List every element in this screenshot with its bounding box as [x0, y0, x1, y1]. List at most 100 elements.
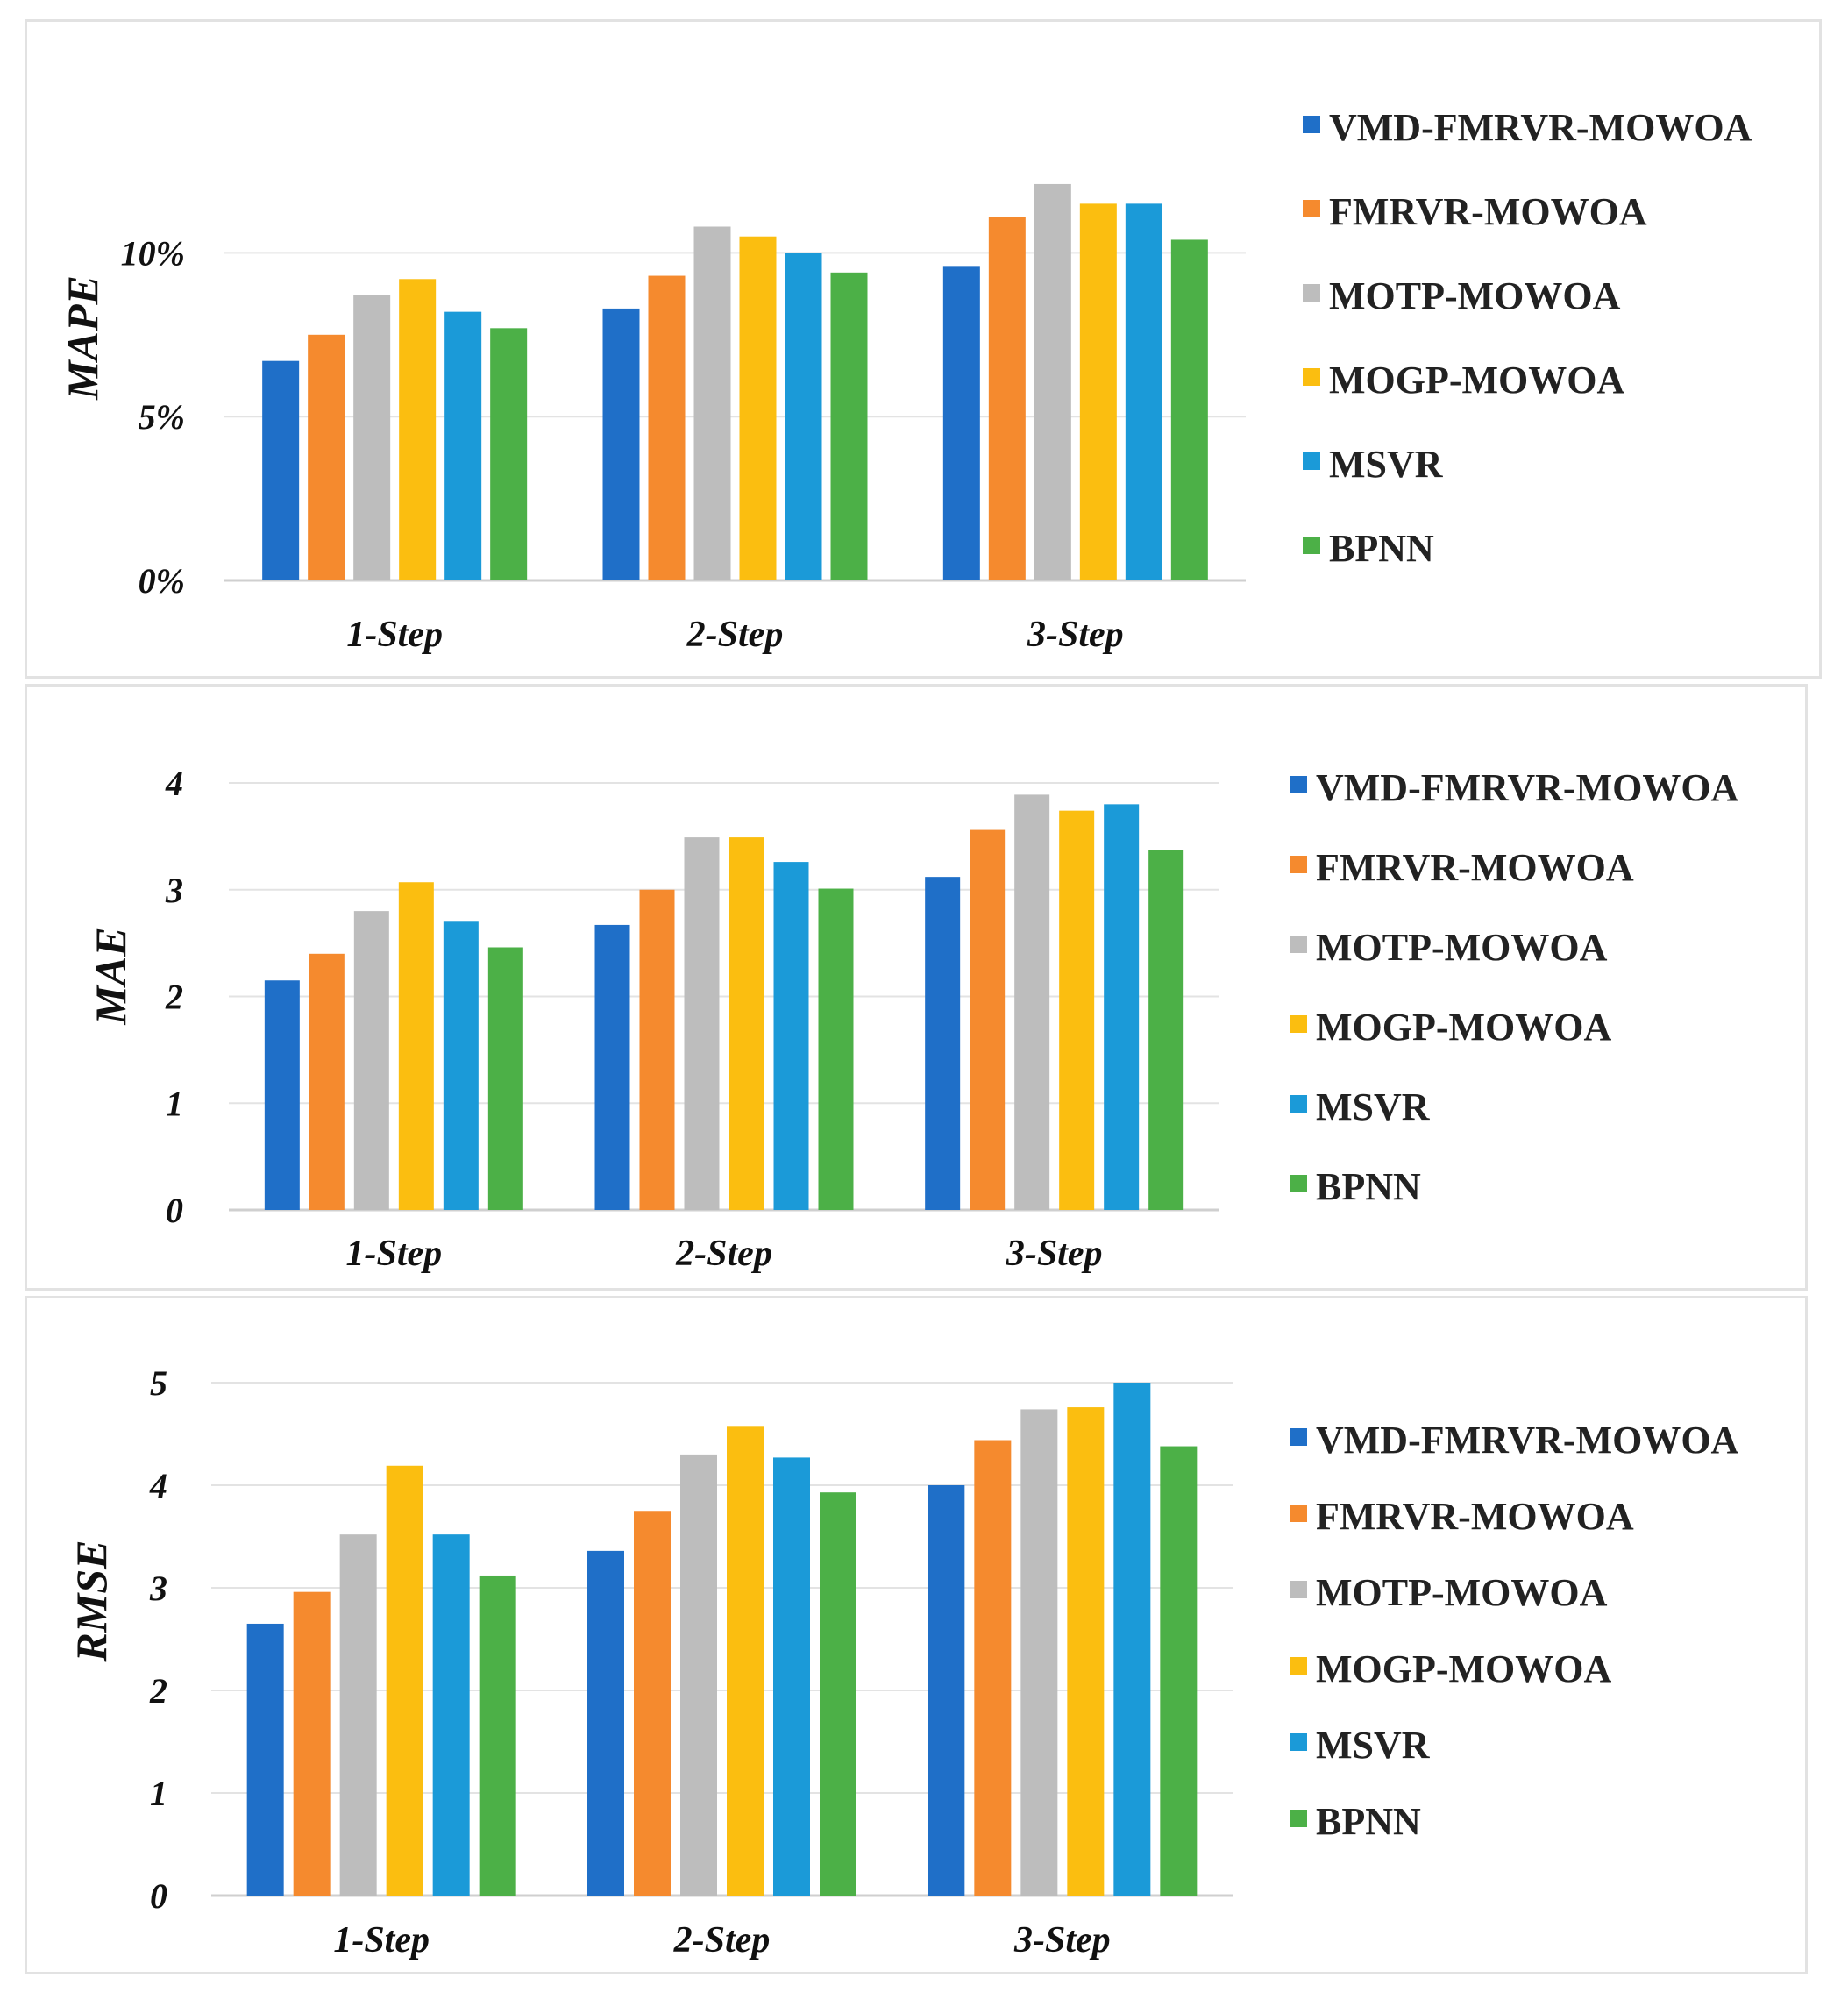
bar-msvr-3-step [1104, 804, 1140, 1210]
rmse-chart-panel: 0 1 2 3 4 5 RMSE 1-Step 2-Step 3-Step VMD-FMRVR-MO… [25, 1296, 1808, 1974]
bar-vmd-fmrvr-mowoa-3-step [928, 1485, 965, 1896]
legend-label: VMD-FMRVR-MOWOA [1329, 106, 1752, 149]
bar-msvr-1-step [432, 1534, 470, 1896]
x-category-label: 3-Step [1006, 1234, 1103, 1274]
bar-motp-mowoa-3-step [1020, 1409, 1058, 1896]
legend-label: MOTP-MOWOA [1316, 926, 1608, 969]
mae-chart: 0 1 2 3 4 MAE 1-Step 2-Step 3-Step VMD-FMRVR-MOWO… [86, 764, 1739, 1274]
bar-vmd-fmrvr-mowoa-2-step [602, 308, 640, 580]
y-tick-label: 0 [150, 1876, 167, 1916]
bar-bpnn-3-step [1160, 1446, 1198, 1896]
bar-bpnn-1-step [479, 1575, 516, 1896]
bar-mogp-mowoa-1-step [386, 1465, 423, 1896]
bar-fmrvr-mowoa-2-step [634, 1511, 671, 1896]
bar-msvr-2-step [785, 253, 822, 580]
mape-chart-panel: 0% 5% 10% MAPE 1-Step 2-Step 3-Step VMD-FMRVR-M… [25, 19, 1822, 679]
legend-swatch [1303, 537, 1320, 554]
bar-motp-mowoa-3-step [1014, 794, 1050, 1210]
mape-chart: 0% 5% 10% MAPE 1-Step 2-Step 3-Step VMD-FMRVR-M… [58, 106, 1752, 655]
bar-msvr-2-step [773, 1457, 810, 1896]
legend-swatch [1303, 368, 1320, 386]
legend-swatch [1303, 116, 1320, 133]
bar-mogp-mowoa-3-step [1079, 203, 1117, 581]
bar-motp-mowoa-1-step [353, 911, 389, 1210]
legend-swatch [1290, 1810, 1307, 1827]
y-tick-label: 0 [166, 1191, 183, 1230]
y-tick-label: 4 [165, 764, 183, 803]
y-tick-label: 2 [149, 1671, 167, 1711]
x-category-label: 2-Step [686, 615, 784, 655]
legend-label: MOGP-MOWOA [1316, 1006, 1611, 1049]
bar-fmrvr-mowoa-1-step [293, 1591, 331, 1896]
mae-chart-panel: 0 1 2 3 4 MAE 1-Step 2-Step 3-Step VMD-FMRVR-MOWO… [25, 684, 1808, 1291]
bar-bpnn-2-step [820, 1492, 856, 1896]
legend-label: VMD-FMRVR-MOWOA [1316, 766, 1739, 809]
bar-bpnn-1-step [490, 328, 528, 580]
y-tick-label: 4 [149, 1466, 167, 1505]
x-category-label: 1-Step [346, 615, 443, 655]
y-axis-label: MAPE [58, 275, 107, 401]
bar-bpnn-1-step [487, 947, 523, 1210]
bar-msvr-3-step [1125, 203, 1162, 581]
bar-bpnn-3-step [1170, 239, 1208, 580]
y-axis-label: MAE [86, 927, 135, 1025]
bar-motp-mowoa-1-step [339, 1534, 377, 1896]
bar-vmd-fmrvr-mowoa-2-step [594, 924, 630, 1210]
legend-swatch [1290, 936, 1307, 953]
legend-label: MOTP-MOWOA [1316, 1571, 1608, 1614]
legend-swatch [1290, 776, 1307, 793]
legend-label: MOTP-MOWOA [1329, 274, 1621, 317]
bar-msvr-2-step [773, 862, 809, 1210]
legend-swatch [1290, 1095, 1307, 1113]
y-tick-label: 3 [149, 1569, 167, 1608]
legend-label: BPNN [1329, 527, 1434, 570]
bar-msvr-1-step [444, 311, 482, 580]
y-tick-label: 1 [166, 1084, 183, 1123]
legend-swatch [1303, 452, 1320, 470]
y-tick-label: 3 [165, 871, 183, 910]
legend-swatch [1290, 1657, 1307, 1675]
bar-motp-mowoa-3-step [1034, 183, 1071, 580]
bar-fmrvr-mowoa-3-step [970, 829, 1006, 1210]
bar-vmd-fmrvr-mowoa-3-step [942, 266, 980, 580]
legend-swatch [1290, 1428, 1307, 1446]
y-tick-label: 5% [139, 397, 185, 437]
y-tick-label: 10% [121, 233, 185, 273]
bar-bpnn-3-step [1148, 850, 1184, 1210]
rmse-chart: 0 1 2 3 4 5 RMSE 1-Step 2-Step 3-Step VMD-FMRVR-MO… [67, 1363, 1739, 1960]
legend-label: FMRVR-MOWOA [1316, 1495, 1634, 1538]
bar-bpnn-2-step [818, 888, 854, 1210]
bar-fmrvr-mowoa-3-step [988, 217, 1026, 580]
legend-swatch [1290, 1015, 1307, 1033]
bar-mogp-mowoa-2-step [729, 837, 764, 1210]
y-tick-label: 0% [139, 561, 185, 601]
bar-vmd-fmrvr-mowoa-3-step [925, 877, 961, 1210]
bar-vmd-fmrvr-mowoa-1-step [246, 1623, 284, 1896]
legend-label: BPNN [1316, 1800, 1421, 1843]
x-category-label: 1-Step [333, 1920, 430, 1960]
legend-label: MOGP-MOWOA [1329, 359, 1624, 402]
bar-msvr-1-step [443, 921, 479, 1210]
bar-mogp-mowoa-3-step [1067, 1407, 1105, 1896]
bar-motp-mowoa-1-step [353, 295, 391, 580]
x-category-label: 2-Step [673, 1920, 771, 1960]
bar-bpnn-2-step [830, 272, 868, 580]
y-axis-label: RMSE [67, 1540, 116, 1663]
x-category-label: 1-Step [346, 1234, 443, 1274]
bar-fmrvr-mowoa-1-step [308, 334, 345, 580]
bar-mogp-mowoa-1-step [399, 279, 437, 580]
legend-swatch [1290, 1581, 1307, 1598]
legend-swatch [1290, 1733, 1307, 1751]
bar-mogp-mowoa-2-step [739, 236, 777, 580]
bar-motp-mowoa-2-step [684, 837, 720, 1210]
bar-mogp-mowoa-1-step [398, 882, 434, 1210]
legend-label: MOGP-MOWOA [1316, 1647, 1611, 1690]
bar-fmrvr-mowoa-1-step [309, 953, 345, 1210]
bar-vmd-fmrvr-mowoa-1-step [262, 360, 300, 580]
y-tick-label: 2 [165, 978, 183, 1017]
x-category-label: 3-Step [1027, 615, 1124, 655]
legend-swatch [1303, 284, 1320, 302]
legend-swatch [1290, 856, 1307, 873]
legend-label: VMD-FMRVR-MOWOA [1316, 1419, 1739, 1462]
legend-label: MSVR [1329, 443, 1444, 486]
